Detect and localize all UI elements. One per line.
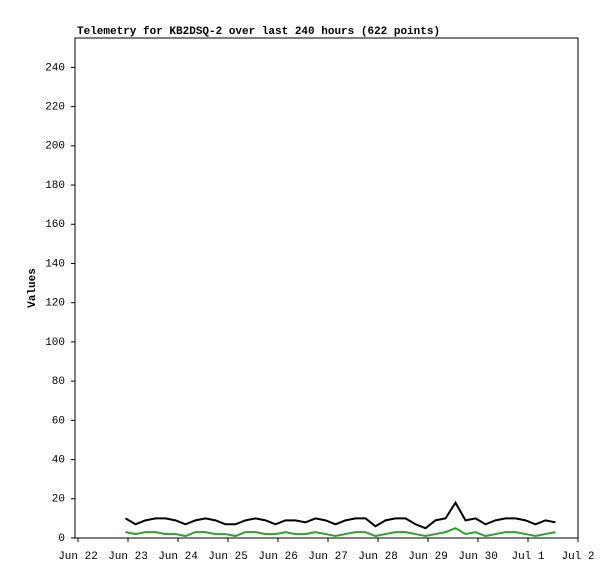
y-tick-label: 20 xyxy=(52,494,65,506)
x-tick-label: Jun 25 xyxy=(208,551,248,563)
y-tick-label: 40 xyxy=(52,454,65,466)
y-tick-label: 140 xyxy=(45,258,65,270)
y-tick-label: 120 xyxy=(45,298,65,310)
x-tick-label: Jun 22 xyxy=(58,551,98,563)
x-tick-label: Jun 26 xyxy=(258,551,298,563)
plot-frame xyxy=(74,37,579,539)
chart-title: Telemetry for KB2DSQ-2 over last 240 hou… xyxy=(77,26,440,38)
y-tick-label: 240 xyxy=(45,62,65,74)
series-line xyxy=(125,527,556,538)
x-tick-label: Jun 27 xyxy=(308,551,348,563)
series-line xyxy=(124,500,556,530)
x-tick-label: Jun 24 xyxy=(158,551,198,563)
x-tick-label: Jun 30 xyxy=(458,551,498,563)
y-tick-label: 60 xyxy=(52,415,65,427)
x-tick-label: Jul 2 xyxy=(561,551,594,563)
y-tick-label: 200 xyxy=(45,141,65,153)
y-axis-label: Values xyxy=(27,268,39,308)
x-tick-label: Jun 29 xyxy=(408,551,448,563)
x-tick-label: Jun 28 xyxy=(358,551,398,563)
x-tick-label: Jun 23 xyxy=(108,551,148,563)
y-tick-label: 100 xyxy=(45,337,65,349)
y-tick-label: 80 xyxy=(52,376,65,388)
x-tick-label: Jul 1 xyxy=(511,551,544,563)
y-tick-label: 160 xyxy=(45,219,65,231)
y-tick-label: 0 xyxy=(58,533,65,545)
y-tick-label: 180 xyxy=(45,180,65,192)
y-tick-label: 220 xyxy=(45,102,65,114)
